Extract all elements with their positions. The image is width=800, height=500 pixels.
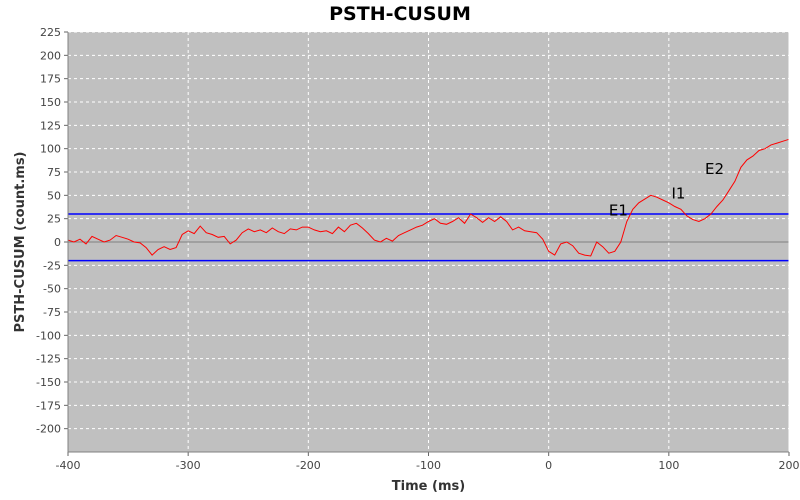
y-axis-label: PSTH-CUSUM (count.ms) bbox=[13, 152, 28, 333]
x-tick-label: 200 bbox=[779, 459, 800, 472]
y-tick-label: 0 bbox=[54, 236, 61, 249]
y-tick-label: -200 bbox=[36, 423, 61, 436]
y-tick-label: -50 bbox=[43, 283, 61, 296]
annotation-label: E2 bbox=[705, 160, 724, 178]
y-tick-label: 200 bbox=[40, 49, 61, 62]
x-tick-label: -300 bbox=[176, 459, 201, 472]
x-tick-label: 0 bbox=[545, 459, 552, 472]
x-tick-label: -200 bbox=[296, 459, 321, 472]
threshold-lines bbox=[68, 213, 789, 262]
y-tick-label: -150 bbox=[36, 376, 61, 389]
x-tick-label: 100 bbox=[658, 459, 679, 472]
y-tick-label: 100 bbox=[40, 143, 61, 156]
y-tick-label: 225 bbox=[40, 26, 61, 39]
x-axis-label: Time (ms) bbox=[392, 479, 465, 494]
annotations: E1 I1 E2 bbox=[609, 160, 724, 219]
y-tick-label: -25 bbox=[43, 259, 61, 272]
y-tick-label: -75 bbox=[43, 306, 61, 319]
y-tick-label: 75 bbox=[47, 166, 61, 179]
y-tick-label: 150 bbox=[40, 96, 61, 109]
y-tick-label: 125 bbox=[40, 119, 61, 132]
annotation-label: I1 bbox=[671, 184, 685, 202]
y-tick-label: 50 bbox=[47, 189, 61, 202]
annotation-label: E1 bbox=[609, 201, 628, 219]
y-tick-label: -125 bbox=[36, 353, 61, 366]
grid bbox=[68, 31, 789, 452]
y-tick-label: -100 bbox=[36, 329, 61, 342]
y-tick-label: 175 bbox=[40, 73, 61, 86]
axes: -400 -300 -200 -100 0 100 200 225 200 175 150 125 10… bbox=[36, 26, 799, 472]
x-tick-label: -400 bbox=[56, 459, 81, 472]
chart-title: PSTH-CUSUM bbox=[329, 3, 471, 25]
psth-cusum-series-line bbox=[67, 138, 790, 257]
x-tick-label: -100 bbox=[416, 459, 441, 472]
y-tick-label: -175 bbox=[36, 399, 61, 412]
y-tick-label: 25 bbox=[47, 213, 61, 226]
